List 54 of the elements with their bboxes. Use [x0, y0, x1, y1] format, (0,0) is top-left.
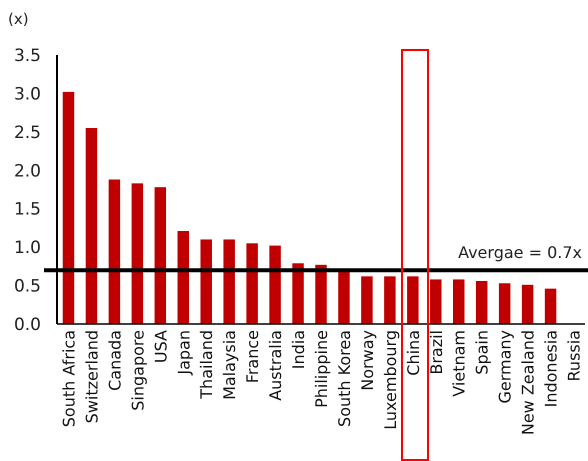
- x-tick-label: France: [243, 330, 262, 384]
- bar: [544, 288, 556, 324]
- x-tick-label: South Africa: [59, 330, 78, 428]
- bar: [132, 183, 144, 324]
- y-tick-label: 3.5: [14, 46, 41, 66]
- bar: [292, 263, 304, 324]
- bar: [338, 270, 350, 324]
- ref-line-label: Avergae = 0.7x: [458, 243, 582, 262]
- y-tick-label: 1.5: [14, 200, 41, 220]
- bar: [269, 246, 281, 324]
- y-tick-label: 0.5: [14, 276, 41, 297]
- y-tick-label: 2.5: [14, 122, 41, 143]
- x-tick-label: China: [404, 330, 423, 376]
- bar: [361, 276, 373, 324]
- bar: [108, 180, 120, 324]
- x-tick-label: Malaysia: [220, 330, 240, 400]
- x-tick-label: Singapore: [128, 330, 148, 411]
- x-tick-label: Canada: [105, 330, 124, 391]
- bar: [178, 231, 189, 324]
- bar: [407, 276, 419, 324]
- x-tick-label: Philippine: [312, 330, 331, 408]
- bar: [246, 243, 258, 324]
- bar: [223, 239, 235, 324]
- x-tick-label: Luxembourg: [380, 330, 400, 430]
- bar: [62, 92, 74, 324]
- x-tick-label: Vietnam: [450, 330, 469, 397]
- x-tick-label: Brazil: [426, 330, 446, 375]
- x-tick-label: Thailand: [197, 330, 216, 400]
- y-tick-label: 1.0: [14, 238, 41, 258]
- y-tick-label: 0.0: [14, 315, 41, 335]
- x-tick-label: Japan: [174, 330, 194, 376]
- x-tick-label: Norway: [358, 330, 377, 391]
- x-tick-label: USA: [151, 330, 170, 364]
- bar: [384, 276, 396, 324]
- y-tick-label: 3.0: [14, 84, 41, 104]
- x-tick-label: India: [289, 330, 308, 370]
- x-tick-label: Spain: [472, 330, 492, 375]
- y-axis-title: (x): [8, 10, 29, 28]
- bar: [476, 280, 488, 324]
- x-tick-label: New Zealand: [518, 330, 538, 436]
- x-tick-label: Australia: [266, 330, 286, 401]
- x-tick-label: Russia: [564, 330, 584, 382]
- bar: [86, 128, 98, 324]
- bar: [200, 239, 212, 324]
- bar: [154, 187, 166, 324]
- x-tick-label: Germany: [496, 330, 515, 404]
- bar: [498, 283, 510, 324]
- x-tick-label: Switzerland: [82, 330, 102, 424]
- bar: [522, 284, 534, 324]
- x-tick-label: South Korea: [334, 330, 354, 427]
- y-tick-label: 2.0: [14, 161, 41, 182]
- bar: [453, 279, 464, 324]
- x-tick-label: Indonesia: [542, 330, 561, 408]
- bar: [430, 279, 442, 324]
